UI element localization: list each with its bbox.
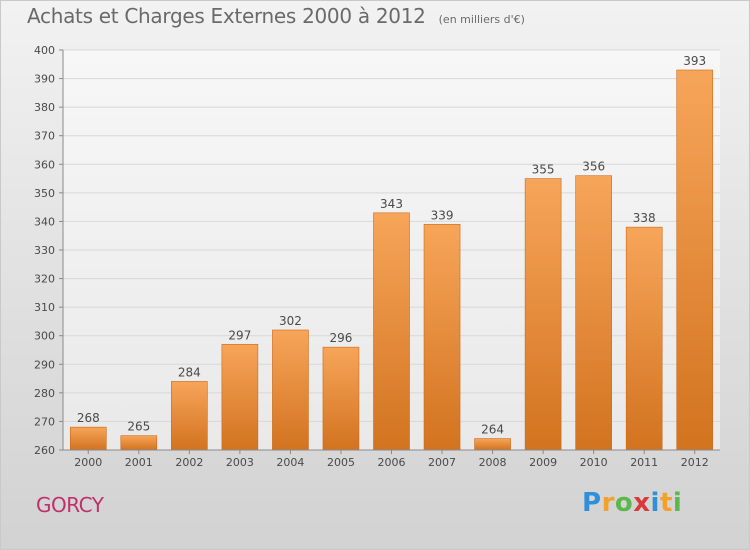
x-tick-label: 2010 [580,456,608,469]
bar [322,346,360,451]
y-tick-label: 290 [34,358,55,371]
data-label: 297 [228,328,251,342]
bar [272,329,309,451]
data-label: 356 [582,160,605,174]
x-tick-label: 2008 [479,456,507,469]
logo-letter: x [633,488,651,518]
commune-name: GORCY [36,493,104,517]
x-axis: 2000 2001 2002 2003 2004 2005 2006 2007 2008 2009… [63,449,720,469]
y-axis: 260 270 280 290 300 310 320 330 340 350 360 370 380 3… [34,44,64,457]
data-label: 393 [683,54,706,68]
data-label: 296 [330,331,353,345]
chart-title: Achats et Charges Externes 2000 à 2012 [27,4,426,28]
chart-title-block: Achats et Charges Externes 2000 à 2012 (… [27,4,525,28]
bar [676,69,714,451]
bar [524,178,562,451]
logo-letter: t [659,488,673,518]
logo-letter: P [582,488,602,518]
data-label: 343 [380,197,403,211]
bars [69,69,714,451]
y-tick-label: 320 [34,273,55,286]
data-label: 284 [178,365,201,379]
data-label: 355 [532,163,555,177]
x-tick-label: 2002 [175,456,203,469]
chart-unit: (en milliers d'€) [438,13,525,26]
y-tick-label: 360 [34,158,55,171]
bar [474,438,511,451]
proxiti-logo: Proxiti [582,488,682,518]
data-label: 339 [431,208,454,222]
y-tick-label: 350 [34,187,55,200]
y-tick-label: 370 [34,130,55,143]
y-tick-label: 380 [34,101,55,114]
y-tick-label: 390 [34,73,55,86]
x-tick-label: 2003 [226,456,254,469]
bar [625,226,663,451]
bar [373,212,410,451]
data-label: 338 [633,211,656,225]
x-tick-label: 2011 [630,456,658,469]
y-tick-label: 270 [34,415,55,428]
logo-letter: i [650,488,660,518]
bar [69,426,107,451]
x-tick-label: 2007 [428,456,456,469]
y-tick-label: 260 [34,444,55,457]
y-tick-label: 340 [34,215,55,228]
x-tick-label: 2004 [276,456,304,469]
logo-letter: r [601,488,615,518]
y-tick-label: 330 [34,244,55,257]
bar [423,223,461,451]
x-tick-label: 2009 [529,456,557,469]
y-tick-label: 280 [34,387,55,400]
logo-letter: o [614,488,634,518]
data-label: 302 [279,314,302,328]
x-tick-label: 2012 [681,456,709,469]
x-tick-label: 2005 [327,456,355,469]
x-tick-label: 2000 [74,456,102,469]
bar [120,435,158,451]
logo-letter: i [672,488,683,518]
data-labels: 268 265 284 297 302 296 343 339 264 355 356 338 393 [77,54,706,437]
bar [171,381,208,451]
y-tick-label: 310 [34,301,55,314]
bar [575,175,612,451]
data-label: 265 [127,420,150,434]
data-label: 268 [77,411,100,425]
bar [221,343,259,451]
y-tick-label: 300 [34,330,55,343]
data-label: 264 [481,423,504,437]
x-tick-label: 2006 [378,456,406,469]
y-tick-label: 400 [34,44,55,57]
x-tick-label: 2001 [125,456,153,469]
